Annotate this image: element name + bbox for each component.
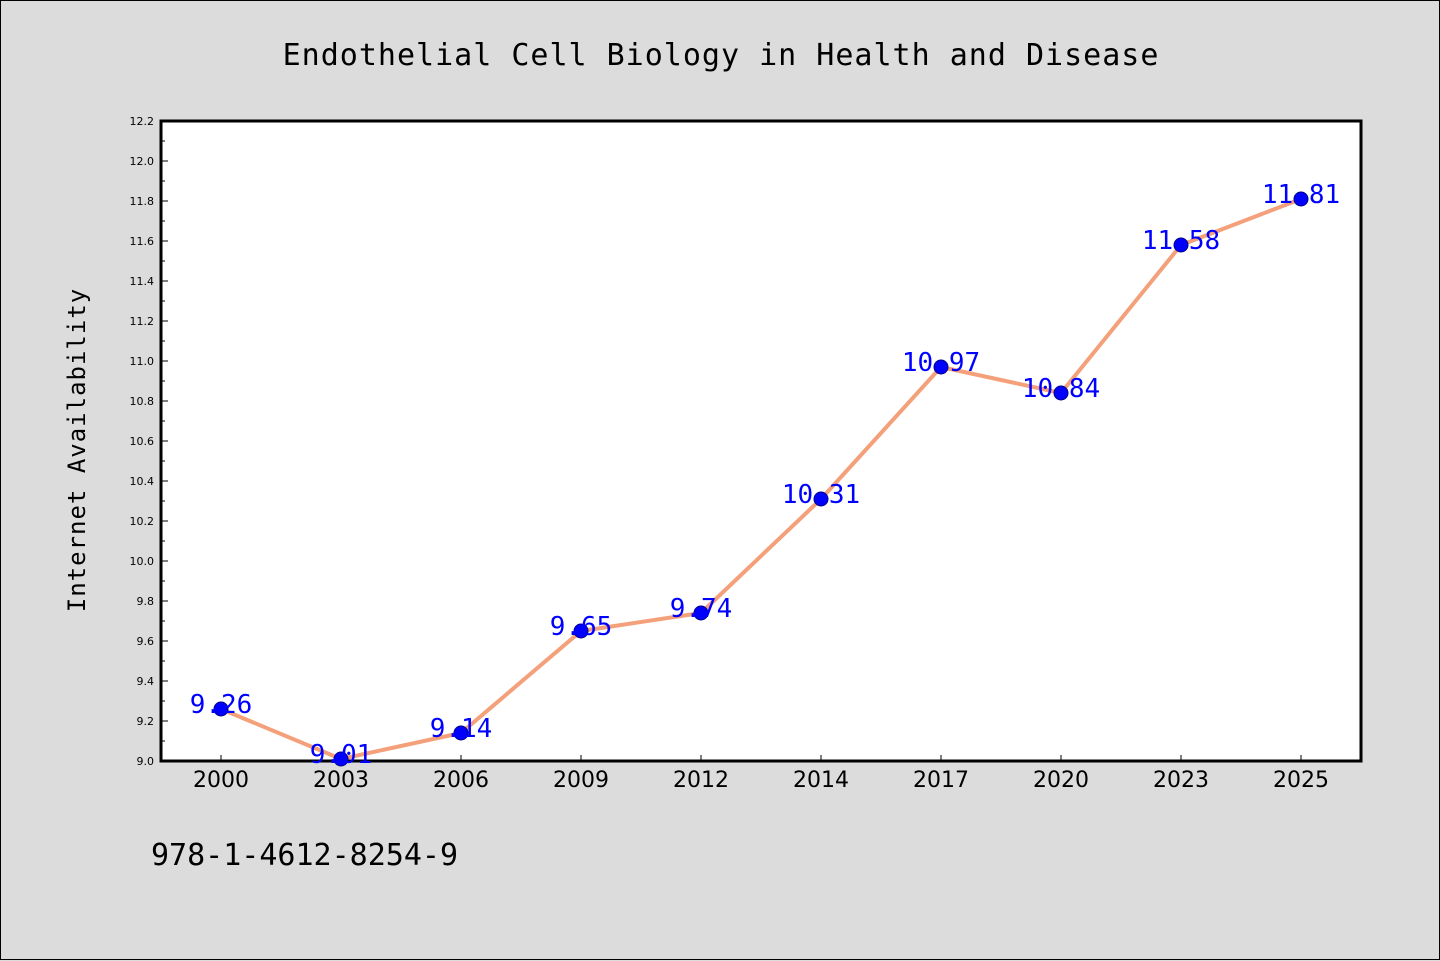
data-point [693, 605, 709, 621]
data-point [333, 751, 349, 767]
data-label: 9.26 [190, 690, 253, 720]
y-tick-label: 10.8 [130, 395, 155, 408]
y-tick-label: 11.6 [130, 235, 155, 248]
x-tick-label: 2000 [193, 768, 249, 793]
data-label: 10.84 [1022, 374, 1100, 404]
y-tick-label: 9.6 [137, 635, 155, 648]
x-tick-label: 2025 [1273, 768, 1329, 793]
x-tick-label: 2017 [913, 768, 969, 793]
y-axis: 9.0 9.2 9.4 9.6 9.8 10.0 10.2 10.4 10.6 10.8 11.0 1… [130, 115, 168, 768]
x-tick-label: 2006 [433, 768, 489, 793]
data-label: 11.58 [1142, 226, 1220, 256]
data-point [933, 359, 949, 375]
data-label: 9.65 [550, 612, 613, 642]
x-tick-label: 2009 [553, 768, 609, 793]
data-label: 11.81 [1262, 180, 1340, 210]
series-polyline [220, 197, 1302, 761]
y-tick-label: 12.0 [130, 155, 155, 168]
data-point [453, 725, 469, 741]
y-tick-label: 10.4 [130, 475, 155, 488]
data-label: 9.01 [310, 740, 373, 770]
series-markers [213, 191, 1309, 767]
plot-area [159, 119, 1363, 763]
y-tick-label: 9.2 [137, 715, 155, 728]
x-axis: 2000 2003 2006 2009 2012 2014 2017 2020 2023 2025 [193, 755, 1329, 793]
y-tick-label: 11.0 [130, 355, 155, 368]
y-tick-label: 10.2 [130, 515, 155, 528]
data-point [1053, 385, 1069, 401]
y-tick-label: 9.4 [137, 675, 155, 688]
data-point [813, 491, 829, 507]
isbn-footer: 978-1-4612-8254-9 [151, 838, 458, 873]
y-axis-label: Internet Availability [63, 288, 91, 612]
chart-title: Endothelial Cell Biology in Health and D… [283, 38, 1160, 73]
data-label: 10.31 [782, 480, 860, 510]
y-tick-label: 10.6 [130, 435, 155, 448]
data-label: 9.74 [670, 594, 733, 624]
y-tick-label: 9.8 [137, 595, 155, 608]
data-point [1173, 237, 1189, 253]
series-line [220, 197, 1302, 761]
x-tick-label: 2014 [793, 768, 849, 793]
x-tick-label: 2020 [1033, 768, 1089, 793]
y-tick-label: 9.0 [137, 755, 155, 768]
data-point [573, 623, 589, 639]
data-point [213, 701, 229, 717]
y-tick-label: 11.8 [130, 195, 155, 208]
x-tick-label: 2003 [313, 768, 369, 793]
data-label: 9.14 [430, 714, 493, 744]
data-label: 10.97 [902, 348, 980, 378]
y-tick-label: 11.2 [130, 315, 155, 328]
data-point [1293, 191, 1309, 207]
y-tick-label: 11.4 [130, 275, 155, 288]
data-labels: 9.26 9.01 9.14 9.65 9.74 10.31 10.97 10.84 11.58… [190, 180, 1340, 770]
y-tick-label: 10.0 [130, 555, 155, 568]
x-tick-label: 2023 [1153, 768, 1209, 793]
y-tick-label: 12.2 [130, 115, 155, 128]
x-tick-label: 2012 [673, 768, 729, 793]
